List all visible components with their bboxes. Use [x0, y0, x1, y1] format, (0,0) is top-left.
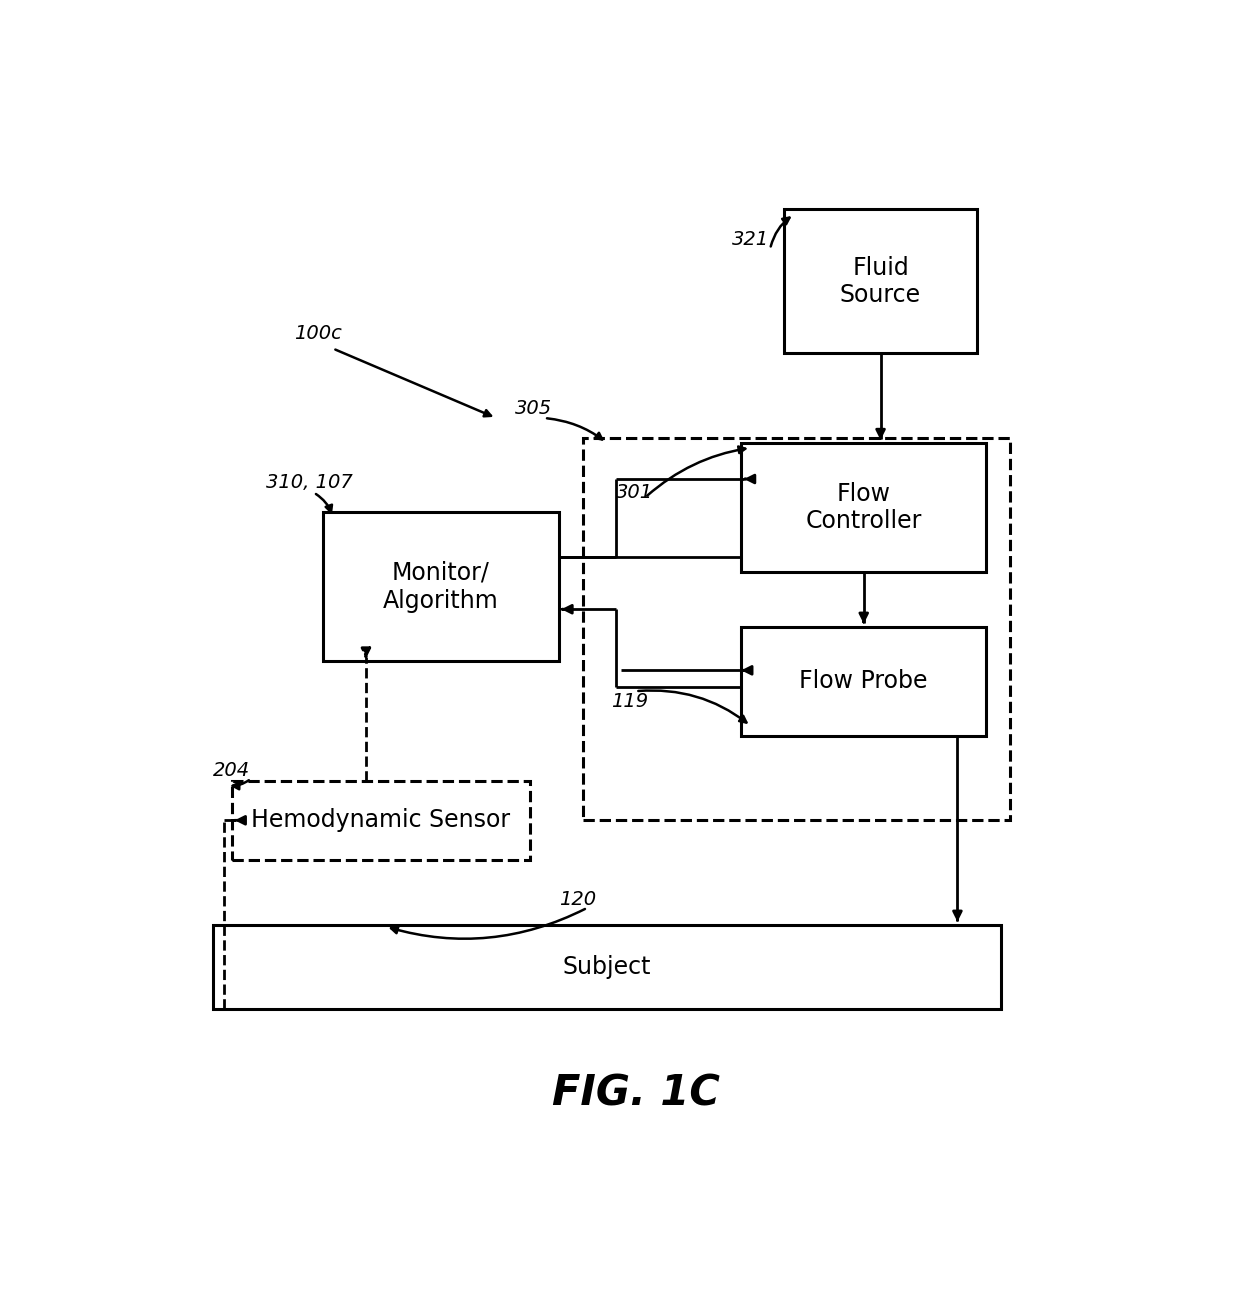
Text: 100c: 100c	[294, 324, 342, 343]
Text: 310, 107: 310, 107	[265, 473, 352, 491]
Text: 321: 321	[732, 230, 769, 249]
Bar	[583, 437, 1011, 820]
Text: Flow
Controller: Flow Controller	[806, 481, 921, 533]
Text: 301: 301	[616, 482, 653, 502]
Text: 119: 119	[611, 691, 649, 711]
Text: Flow Probe: Flow Probe	[800, 670, 928, 693]
Bar	[213, 925, 1001, 1009]
Text: 120: 120	[558, 890, 595, 909]
Bar	[232, 780, 529, 860]
Bar	[742, 442, 986, 571]
Text: Fluid
Source: Fluid Source	[839, 255, 921, 307]
Bar	[742, 627, 986, 735]
Text: 305: 305	[516, 399, 553, 418]
Text: Monitor/
Algorithm: Monitor/ Algorithm	[383, 561, 498, 613]
Bar	[785, 209, 977, 353]
Text: Hemodynamic Sensor: Hemodynamic Sensor	[252, 809, 511, 832]
Text: Subject: Subject	[563, 955, 651, 979]
Text: 204: 204	[213, 761, 249, 780]
Bar	[324, 512, 558, 662]
Text: FIG. 1C: FIG. 1C	[552, 1072, 719, 1115]
